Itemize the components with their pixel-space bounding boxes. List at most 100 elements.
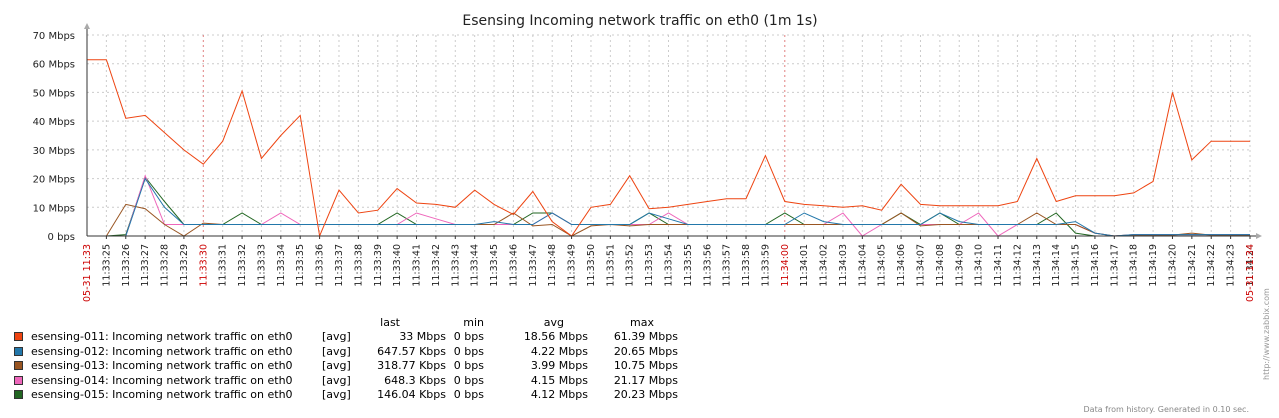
x-tick-label: 11:34:09 [954, 244, 965, 287]
y-tick-label: 20 Mbps [33, 175, 75, 186]
legend-series-name: esensing-014: Incoming network traffic o… [31, 373, 293, 387]
x-tick-label: 11:33:45 [489, 244, 500, 287]
legend-function: [avg] [322, 344, 351, 358]
series-lines [87, 59, 1250, 238]
legend-avg: 4.12 Mbps [530, 388, 588, 401]
x-tick-label: 11:33:46 [508, 244, 519, 287]
x-tick-label: 11:33:31 [218, 244, 229, 287]
x-tick-label: 11:33:35 [295, 244, 306, 287]
x-tick-label: 11:34:17 [1109, 244, 1120, 287]
legend-max: 61.39 Mbps [613, 330, 678, 343]
x-tick-label: 11:33:27 [140, 244, 151, 287]
y-tick-label: 60 Mbps [33, 60, 75, 71]
legend-swatch [14, 346, 23, 356]
chart-axes [84, 23, 1262, 239]
x-tick-label: 11:34:11 [993, 244, 1004, 287]
x-tick-label: 11:33:49 [567, 244, 578, 287]
legend-last: 647.57 Kbps [377, 344, 446, 358]
x-tick-label: 11:33:28 [160, 244, 171, 287]
x-tick-label: 11:33:47 [528, 244, 539, 287]
legend-swatch [14, 375, 23, 385]
legend-swatch [14, 390, 23, 399]
x-tick-label: 11:33:53 [644, 244, 655, 287]
x-tick-label: 11:34:03 [838, 244, 849, 287]
x-axis-arrow [1256, 233, 1262, 239]
x-tick-label: 11:34:06 [896, 244, 907, 287]
x-tick-label: 11:34:01 [799, 244, 810, 287]
x-tick-label: 11:33:51 [605, 244, 616, 287]
legend-avg: 4.22 Mbps [530, 344, 588, 358]
x-tick-label: 11:33:44 [470, 244, 481, 287]
legend-last: 146.04 Kbps [377, 388, 446, 401]
x-tick-label: 11:34:21 [1187, 244, 1198, 287]
x-tick-label: 11:33:50 [586, 244, 597, 287]
legend-max: 10.75 Mbps [613, 359, 678, 372]
x-tick-label: 11:33:57 [722, 244, 733, 287]
legend-function: [avg] [322, 388, 351, 401]
legend-series-name: esensing-013: Incoming network traffic o… [31, 359, 293, 372]
legend-min: 0 bps [453, 344, 484, 358]
legend-last: 318.77 Kbps [377, 359, 446, 372]
y-tick-label: 10 Mbps [33, 203, 75, 214]
x-tick-label: 11:33:29 [179, 244, 190, 287]
legend-max: 20.65 Mbps [613, 344, 678, 358]
x-tick-label: 11:33:30 [198, 244, 209, 287]
x-tick-label: 11:34:12 [1012, 244, 1023, 287]
x-tick-label: 11:34:00 [780, 244, 791, 287]
x-tick-label: 11:34:23 [1226, 244, 1237, 287]
y-tick-label: 30 Mbps [33, 146, 75, 157]
legend-swatch [14, 361, 23, 370]
x-tick-label: 11:33:48 [547, 244, 558, 287]
legend-series-name: esensing-012: Incoming network traffic o… [31, 344, 293, 358]
x-tick-label: 11:33:37 [334, 244, 345, 287]
legend-header-min: min [463, 316, 484, 329]
x-tick-label: 11:34:24 [1245, 244, 1256, 287]
x-tick-label: 11:33:42 [431, 244, 442, 287]
x-end-label: 05-31 11:34 [1245, 244, 1256, 302]
chart-grid [87, 34, 1251, 237]
x-tick-label: 11:34:04 [857, 244, 868, 287]
series-line [87, 177, 1250, 237]
legend-series-name: esensing-015: Incoming network traffic o… [31, 388, 293, 401]
x-tick-label: 11:34:16 [1090, 244, 1101, 287]
x-tick-label: 11:33:52 [625, 244, 636, 287]
x-tick-label: 11:33:59 [760, 244, 771, 287]
legend-function: [avg] [322, 330, 351, 343]
legend-min: 0 bps [453, 388, 484, 401]
x-tick-label: 11:33:55 [683, 244, 694, 287]
legend-function: [avg] [322, 359, 351, 372]
x-tick-label: 11:33:38 [353, 244, 364, 287]
legend-avg: 18.56 Mbps [523, 330, 588, 343]
legend-last: 33 Mbps [399, 330, 446, 343]
x-tick-label: 11:33:43 [450, 244, 461, 287]
legend-header-avg: avg [543, 316, 564, 329]
x-tick-label: 11:33:36 [315, 244, 326, 287]
series-line [87, 59, 1250, 238]
chart-title: Esensing Incoming network traffic on eth… [462, 13, 817, 29]
legend-max: 21.17 Mbps [613, 373, 678, 387]
legend-last: 648.3 Kbps [384, 373, 446, 387]
x-tick-label: 11:33:39 [373, 244, 384, 287]
x-tick-label: 11:34:13 [1032, 244, 1043, 287]
x-tick-label: 11:33:33 [256, 244, 267, 287]
legend-header-last: last [380, 316, 400, 329]
legend-max: 20.23 Mbps [613, 388, 678, 401]
x-tick-label: 11:33:40 [392, 244, 403, 287]
x-start-label: 05-31 11:33 [82, 244, 93, 302]
legend-header-max: max [630, 316, 654, 329]
y-axis-ticks: 70 Mbps 60 Mbps 50 Mbps 40 Mbps 30 Mbps 20 Mb… [33, 31, 75, 243]
legend-swatch [14, 332, 23, 341]
x-tick-label: 11:33:32 [237, 244, 248, 287]
x-tick-label: 11:34:19 [1148, 244, 1159, 287]
legend-avg: 4.15 Mbps [530, 373, 588, 387]
x-axis-ticks: 05-31 11:33 11:33:25 11:33:26 11:33:27 11:33… [82, 236, 1256, 302]
legend-series-name: esensing-011: Incoming network traffic o… [31, 330, 293, 343]
y-tick-label: 0 bps [48, 232, 75, 243]
x-tick-label: 11:33:54 [664, 244, 675, 287]
x-tick-label: 11:33:58 [741, 244, 752, 287]
x-tick-label: 11:34:22 [1206, 244, 1217, 287]
x-tick-label: 11:34:08 [935, 244, 946, 287]
x-tick-label: 11:34:15 [1071, 244, 1082, 287]
x-tick-label: 11:34:05 [877, 244, 888, 287]
